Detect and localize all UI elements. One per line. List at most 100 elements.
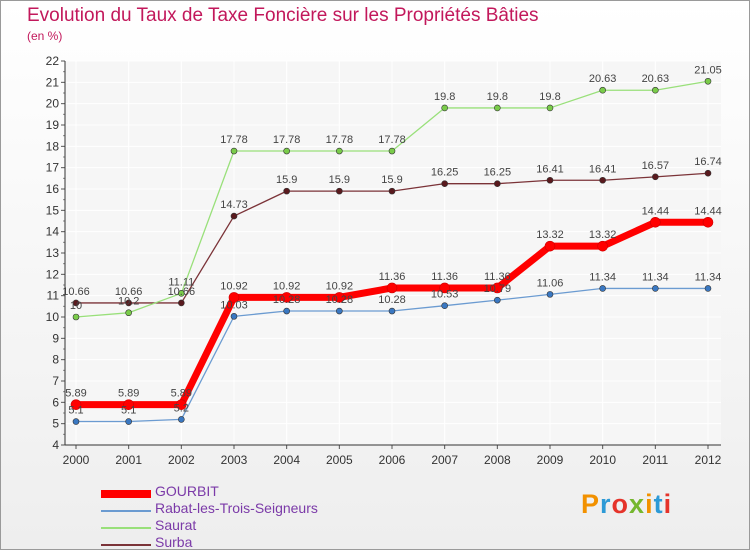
data-label: 20.63 <box>642 73 670 85</box>
data-point <box>441 104 448 112</box>
logo-letter: i <box>645 489 654 519</box>
data-label: 13.32 <box>589 229 617 241</box>
y-tick-label: 9 <box>52 331 59 345</box>
legend-label: GOURBIT <box>155 483 219 499</box>
data-label: 15.9 <box>381 174 402 186</box>
data-point <box>441 180 448 187</box>
data-point <box>702 216 714 228</box>
data-label: 5.89 <box>171 388 192 400</box>
data-point <box>599 86 606 94</box>
y-axis-unit: (en %) <box>27 29 63 43</box>
data-point <box>546 176 554 184</box>
data-label: 10.92 <box>273 280 301 292</box>
legend-label: Surba <box>155 534 193 550</box>
data-label: 16.74 <box>694 156 722 168</box>
data-point <box>178 290 185 297</box>
data-label: 5.2 <box>174 402 189 414</box>
legend-label: Rabat-les-Trois-Seigneurs <box>155 500 318 516</box>
y-tick-label: 12 <box>46 267 60 281</box>
data-point <box>336 187 343 195</box>
x-tick-label: 2006 <box>379 453 406 467</box>
data-label: 5.89 <box>118 388 139 400</box>
data-point <box>123 399 134 410</box>
data-label: 15.9 <box>329 174 350 186</box>
data-point <box>283 307 290 315</box>
data-point <box>441 302 448 309</box>
x-tick-label: 2008 <box>484 453 511 467</box>
data-point <box>176 399 187 410</box>
data-point <box>125 418 132 425</box>
y-tick-label: 11 <box>47 289 60 303</box>
legend-swatch <box>101 527 151 529</box>
x-tick-label: 2012 <box>695 453 722 467</box>
data-label: 14.73 <box>220 199 248 211</box>
data-point <box>652 86 659 94</box>
y-tick-label: 18 <box>46 139 60 153</box>
x-tick-label: 2003 <box>221 453 248 467</box>
data-label: 14.44 <box>694 205 722 217</box>
data-label: 17.78 <box>326 134 354 146</box>
data-point <box>704 169 712 177</box>
data-point <box>336 307 343 315</box>
proxiti-logo: Proxiti <box>581 489 672 520</box>
data-point <box>70 399 82 410</box>
data-label: 11.36 <box>379 271 406 283</box>
x-tick-label: 2001 <box>115 453 142 467</box>
data-point <box>439 282 450 294</box>
data-point <box>281 292 292 303</box>
x-tick-label: 2002 <box>168 453 195 467</box>
data-label: 11.06 <box>537 277 564 289</box>
logo-letter: r <box>600 489 612 519</box>
data-point <box>386 282 398 294</box>
data-label: 14.44 <box>642 205 670 217</box>
data-point <box>388 307 396 315</box>
y-tick-label: 22 <box>46 54 60 68</box>
x-tick-label: 2005 <box>326 453 353 467</box>
data-point <box>283 147 290 155</box>
data-label: 13.32 <box>536 229 564 241</box>
x-tick-label: 2011 <box>642 453 668 467</box>
data-point <box>704 77 712 85</box>
data-point <box>178 299 185 307</box>
data-label: 16.41 <box>589 163 617 175</box>
data-label: 17.78 <box>273 134 301 146</box>
data-label: 10.66 <box>62 286 90 298</box>
data-point <box>230 212 238 220</box>
data-label: 17.78 <box>378 134 406 146</box>
data-label: 10.92 <box>326 280 354 292</box>
data-label: 10 <box>70 300 82 312</box>
data-point <box>599 176 606 184</box>
data-point <box>230 147 238 155</box>
data-label: 11.34 <box>642 271 669 283</box>
data-point <box>283 187 290 195</box>
logo-letter: t <box>653 489 664 519</box>
data-point <box>492 282 503 294</box>
data-label: 16.57 <box>642 160 670 172</box>
data-point <box>72 313 80 321</box>
data-point <box>704 285 712 292</box>
y-tick-label: 14 <box>46 225 60 239</box>
data-label: 5.89 <box>65 388 86 400</box>
data-label: 15.9 <box>276 174 297 186</box>
legend-swatch <box>101 510 151 512</box>
y-tick-label: 15 <box>46 203 60 217</box>
data-label: 11.36 <box>484 271 511 283</box>
x-tick-label: 2009 <box>537 453 564 467</box>
x-tick-label: 2010 <box>589 453 616 467</box>
data-label: 5.1 <box>121 405 136 417</box>
y-tick-label: 16 <box>46 182 60 196</box>
data-point <box>650 216 661 228</box>
data-label: 10.2 <box>118 296 139 308</box>
logo-letter: i <box>663 489 673 519</box>
data-label: 19.8 <box>434 91 455 103</box>
data-point <box>388 187 396 195</box>
y-tick-label: 8 <box>52 353 59 367</box>
data-label: 10.53 <box>431 289 459 301</box>
data-label: 10.28 <box>326 294 354 306</box>
data-point <box>494 180 501 187</box>
data-label: 10.66 <box>168 286 196 298</box>
y-tick-label: 5 <box>52 417 59 431</box>
y-tick-label: 19 <box>46 118 60 132</box>
